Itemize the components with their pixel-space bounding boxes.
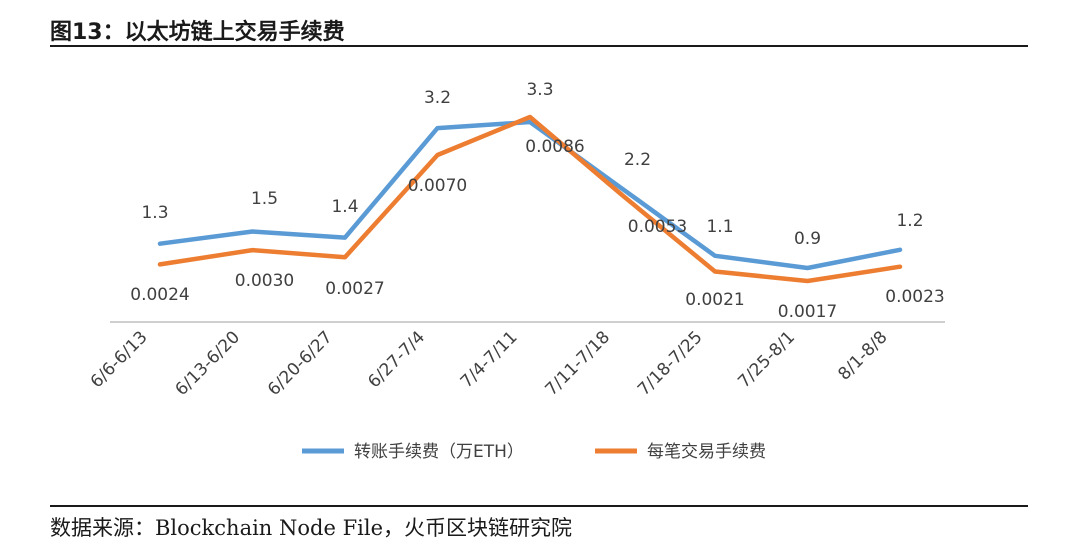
data-label: 0.0021	[685, 290, 744, 310]
data-label: 0.0053	[628, 217, 687, 237]
data-label: 0.9	[794, 229, 821, 249]
x-tick-label: 7/25-8/1	[734, 327, 799, 392]
figure-title: 图13：以太坊链上交易手续费	[50, 20, 345, 45]
data-label: 2.2	[624, 150, 651, 170]
x-tick-labels: 6/6-6/13 6/13-6/20 6/20-6/27 6/27-7/4 7/4-7/…	[87, 327, 892, 399]
data-label: 3.3	[526, 80, 553, 100]
x-tick-label: 7/11-7/18	[542, 327, 614, 399]
title-divider	[50, 45, 1028, 47]
data-label: 1.1	[706, 217, 733, 237]
series-line-2	[157, 114, 903, 284]
x-tick-label: 6/6-6/13	[87, 327, 152, 392]
legend: 转账手续费（万ETH） 每笔交易手续费	[302, 442, 766, 462]
series-line-1	[157, 119, 903, 271]
x-tick-label: 7/4-7/11	[457, 327, 522, 392]
data-label: 0.0086	[525, 137, 584, 157]
data-label: 1.2	[896, 211, 923, 231]
legend-label: 每笔交易手续费	[647, 442, 766, 462]
data-label: 1.3	[141, 203, 168, 223]
source-divider	[50, 505, 1028, 507]
x-tick-label: 6/13-6/20	[172, 327, 244, 399]
data-label: 3.2	[424, 88, 451, 108]
x-tick-label: 8/1-8/8	[834, 327, 891, 384]
data-label: 0.0017	[778, 302, 837, 322]
figure-source: 数据来源：Blockchain Node File，火币区块链研究院	[50, 516, 572, 540]
series-group	[157, 114, 903, 284]
data-label: 0.0023	[885, 287, 944, 307]
x-tick-label: 6/27-7/4	[364, 327, 429, 392]
data-label: 0.0027	[325, 279, 384, 299]
data-label: 0.0070	[408, 176, 467, 196]
x-tick-label: 6/20-6/27	[264, 327, 336, 399]
data-label: 0.0030	[235, 271, 294, 291]
data-label-group: 1.3 1.5 1.4 3.2 3.3 2.2 1.1 0.9 1.2 0.0024 0.0030 0…	[130, 80, 944, 322]
x-tick-label: 7/18-7/25	[634, 327, 706, 399]
data-label: 1.5	[251, 189, 278, 209]
legend-label: 转账手续费（万ETH）	[354, 442, 524, 462]
data-label: 1.4	[331, 197, 358, 217]
data-label: 0.0024	[130, 285, 189, 305]
line-chart: 1.3 1.5 1.4 3.2 3.3 2.2 1.1 0.9 1.2 0.0024 0.0030 0…	[87, 80, 945, 462]
